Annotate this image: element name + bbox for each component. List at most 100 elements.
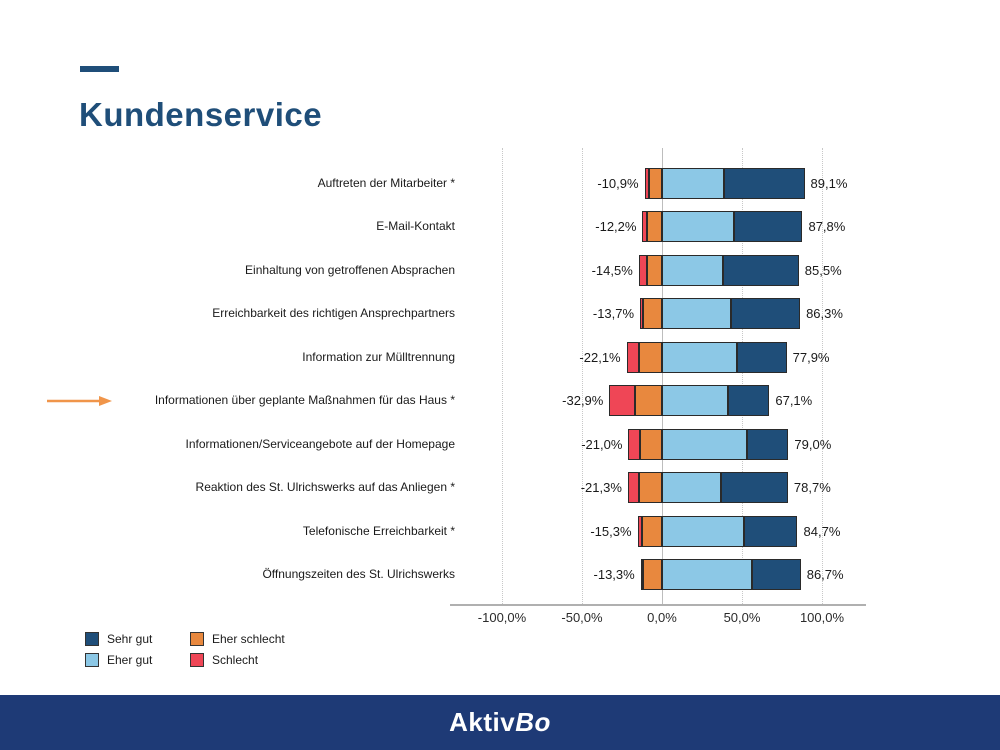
bar-row: [627, 472, 788, 503]
segment-sehr-gut: [737, 341, 787, 373]
negative-value-label: -12,2%: [595, 219, 637, 234]
segment-eher-gut: [661, 167, 725, 199]
positive-value-label: 87,8%: [808, 219, 846, 234]
legend-swatch-icon: [85, 653, 99, 667]
segment-schlecht: [642, 211, 648, 242]
bar-row: [642, 211, 803, 242]
legend-label: Schlecht: [212, 653, 259, 667]
segment-sehr-gut: [746, 428, 789, 460]
logo-text-regular: Aktiv: [449, 707, 516, 737]
segment-schlecht: [626, 341, 640, 373]
title-accent-dash: [80, 66, 119, 72]
logo-text-italic: Bo: [515, 707, 551, 737]
category-label: Öffnungszeiten des St. Ulrichswerks: [262, 567, 455, 581]
segment-eher-gut: [661, 515, 744, 547]
positive-value-label: 86,3%: [806, 306, 843, 321]
legend-item-sehr-gut: Sehr gut: [85, 632, 190, 646]
gridline-0: [662, 148, 663, 604]
x-tick-label: 0,0%: [647, 610, 677, 625]
bar-row: [640, 298, 801, 329]
annotation-arrow-icon: [47, 395, 112, 406]
segment-eher-schlecht: [639, 472, 662, 503]
segment-schlecht: [640, 559, 644, 590]
category-label: Informationen/Serviceangebote auf der Ho…: [185, 436, 455, 451]
segment-eher-schlecht: [641, 515, 662, 547]
footer-bar: AktivBo: [0, 695, 1000, 750]
category-label: Informationen über geplante Maßnahmen fü…: [154, 393, 455, 407]
x-tick-label: -50,0%: [561, 610, 603, 625]
bar-row: [637, 515, 798, 547]
segment-eher-schlecht: [639, 428, 662, 460]
bar-row: [644, 167, 805, 199]
segment-eher-gut: [661, 298, 731, 329]
segment-eher-schlecht: [639, 341, 662, 373]
negative-value-label: -15,3%: [590, 523, 632, 539]
negative-value-label: -21,3%: [580, 480, 622, 495]
segment-eher-gut: [661, 559, 752, 590]
negative-value-label: -10,9%: [597, 175, 639, 191]
segment-schlecht: [644, 167, 650, 199]
negative-value-label: -13,7%: [592, 306, 635, 321]
page-title: Kundenservice: [79, 96, 323, 133]
negative-value-label: -22,1%: [579, 349, 621, 365]
negative-value-label: -13,3%: [593, 567, 635, 582]
category-label: Auftreten der Mitarbeiter *: [317, 175, 455, 190]
negative-value-label: -32,9%: [562, 393, 604, 408]
category-label: Erreichbarkeit des richtigen Ansprechpar…: [212, 306, 455, 320]
positive-value-label: 89,1%: [810, 175, 848, 191]
segment-eher-schlecht: [634, 385, 662, 416]
negative-value-label: -21,0%: [581, 436, 623, 452]
segment-schlecht: [628, 428, 640, 460]
gridline--100: [502, 148, 503, 604]
segment-sehr-gut: [730, 298, 801, 329]
bar-row: [640, 559, 801, 590]
segment-schlecht: [627, 472, 640, 503]
segment-eher-gut: [661, 341, 738, 373]
legend-label: Eher schlecht: [212, 632, 285, 646]
category-label: Information zur Mülltrennung: [302, 349, 455, 364]
legend-item-eher-gut: Eher gut: [85, 653, 190, 667]
segment-eher-gut: [661, 385, 728, 416]
gridline-100: [822, 148, 823, 604]
negative-value-label: -14,5%: [591, 262, 633, 278]
segment-schlecht: [640, 298, 644, 329]
segment-eher-schlecht: [643, 298, 662, 329]
segment-sehr-gut: [751, 559, 801, 590]
legend-swatch-icon: [190, 653, 204, 667]
segment-sehr-gut: [721, 472, 788, 503]
legend-swatch-icon: [85, 632, 99, 646]
legend-item-schlecht: Schlecht: [190, 653, 285, 667]
segment-eher-schlecht: [649, 167, 662, 199]
segment-eher-gut: [661, 472, 722, 503]
segment-sehr-gut: [727, 385, 770, 416]
segment-schlecht: [638, 254, 647, 286]
legend-label: Eher gut: [107, 653, 153, 667]
positive-value-label: 78,7%: [793, 480, 831, 495]
positive-value-label: 79,0%: [794, 436, 832, 452]
segment-eher-gut: [661, 211, 734, 242]
segment-sehr-gut: [733, 211, 803, 242]
segment-schlecht: [609, 385, 635, 416]
x-tick-label: -100,0%: [477, 610, 527, 625]
gridline--50: [582, 148, 583, 604]
category-label: Einhaltung von getroffenen Absprachen: [245, 262, 455, 277]
positive-value-label: 67,1%: [775, 393, 813, 408]
segment-schlecht: [637, 515, 642, 547]
category-label: E-Mail-Kontakt: [376, 219, 455, 233]
segment-eher-schlecht: [643, 559, 662, 590]
segment-sehr-gut: [743, 515, 798, 547]
bar-row: [628, 428, 789, 460]
positive-value-label: 84,7%: [803, 523, 841, 539]
bar-row: [626, 341, 787, 373]
bar-row: [638, 254, 799, 286]
positive-value-label: 86,7%: [806, 567, 844, 582]
x-axis-line: [450, 604, 866, 606]
category-label: Reaktion des St. Ulrichswerks auf das An…: [195, 480, 455, 494]
segment-eher-gut: [661, 254, 723, 286]
bar-row: [609, 385, 770, 416]
positive-value-label: 85,5%: [804, 262, 842, 278]
segment-sehr-gut: [722, 254, 799, 286]
legend-label: Sehr gut: [107, 632, 153, 646]
chart-legend: Sehr gut Eher schlecht Eher gut Schlecht: [85, 632, 285, 667]
